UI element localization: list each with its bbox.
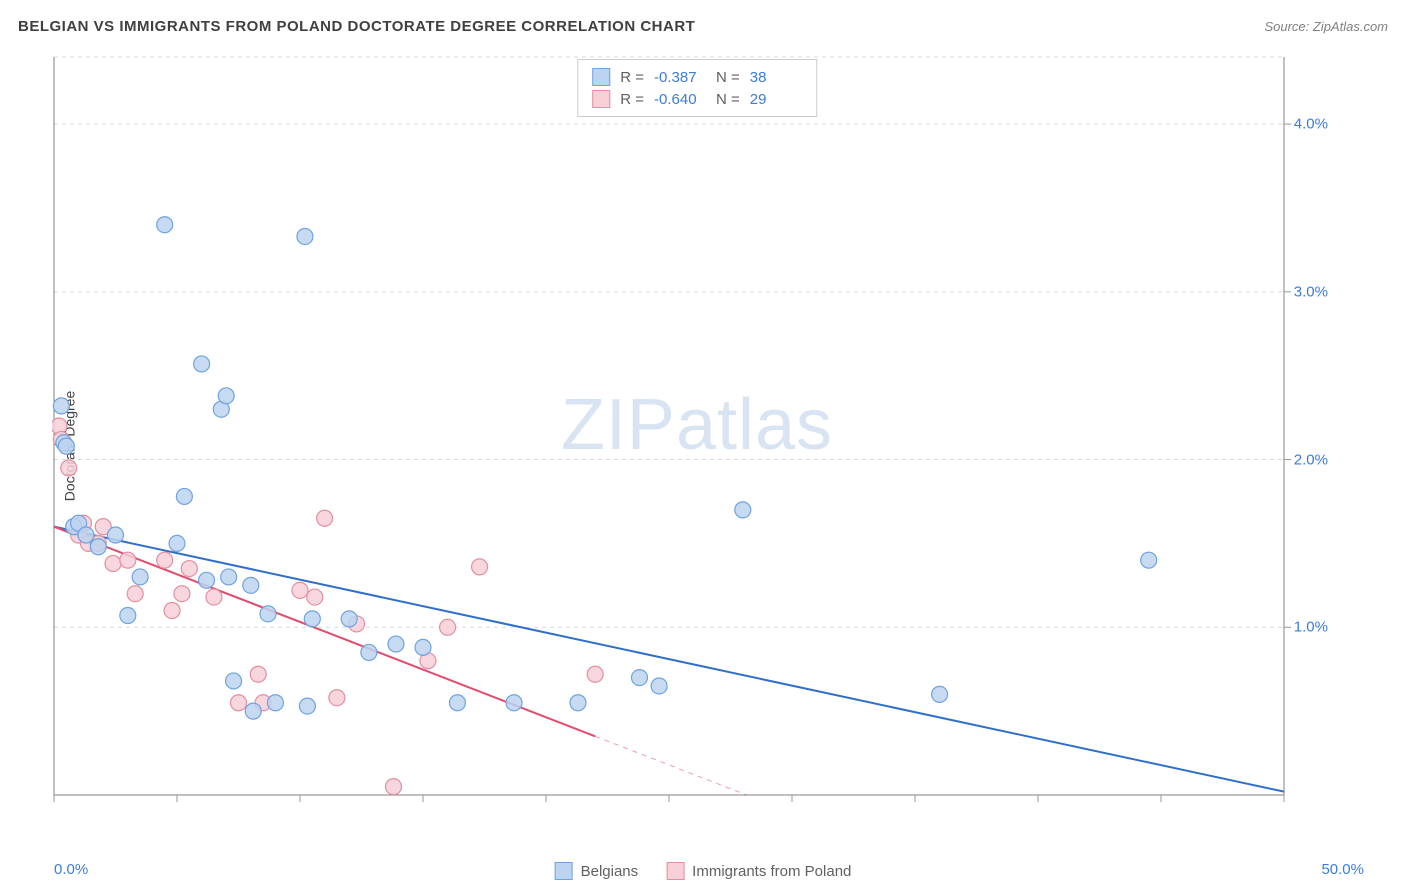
chart-area: ZIPatlas R = -0.387 N = 38 R = -0.640 N …: [52, 55, 1342, 825]
swatch-poland: [592, 90, 610, 108]
source-attribution: Source: ZipAtlas.com: [1264, 19, 1388, 34]
stats-legend-box: R = -0.387 N = 38 R = -0.640 N = 29: [577, 59, 817, 117]
header-bar: BELGIAN VS IMMIGRANTS FROM POLAND DOCTOR…: [18, 18, 1388, 35]
x-axis-max-label: 50.0%: [1321, 861, 1364, 878]
y-tick-label: 3.0%: [1294, 283, 1328, 300]
r-label: R =: [620, 91, 644, 108]
swatch-belgians: [592, 68, 610, 86]
scatter-plot-svg: [52, 55, 1342, 825]
series-legend: Belgians Immigrants from Poland: [555, 862, 852, 880]
legend-swatch-poland: [666, 862, 684, 880]
n-value-belgians: 38: [750, 69, 802, 86]
legend-label-belgians: Belgians: [581, 863, 639, 880]
x-axis-min-label: 0.0%: [54, 861, 88, 878]
y-tick-label: 2.0%: [1294, 451, 1328, 468]
n-value-poland: 29: [750, 91, 802, 108]
legend-label-poland: Immigrants from Poland: [692, 863, 851, 880]
n-label: N =: [716, 69, 740, 86]
stats-row-poland: R = -0.640 N = 29: [592, 88, 802, 110]
r-label: R =: [620, 69, 644, 86]
r-value-belgians: -0.387: [654, 69, 706, 86]
r-value-poland: -0.640: [654, 91, 706, 108]
legend-item-belgians: Belgians: [555, 862, 639, 880]
n-label: N =: [716, 91, 740, 108]
legend-swatch-belgians: [555, 862, 573, 880]
y-tick-label: 1.0%: [1294, 619, 1328, 636]
chart-title: BELGIAN VS IMMIGRANTS FROM POLAND DOCTOR…: [18, 18, 695, 35]
stats-row-belgians: R = -0.387 N = 38: [592, 66, 802, 88]
y-tick-label: 4.0%: [1294, 116, 1328, 133]
legend-item-poland: Immigrants from Poland: [666, 862, 851, 880]
